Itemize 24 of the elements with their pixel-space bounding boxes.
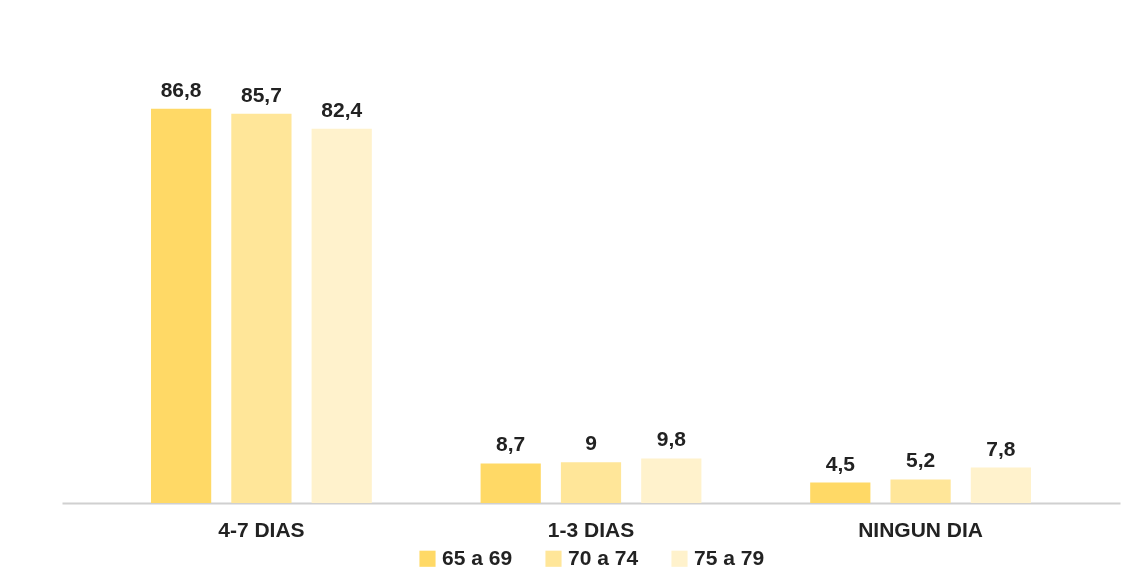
data-label: 9 [585,431,597,455]
data-label: 8,7 [496,432,526,456]
bar [480,463,541,503]
data-label: 86,8 [160,77,202,101]
x-tick-label: NINGUN DIA [858,517,984,541]
legend-label: 70 a 74 [568,545,639,569]
legend-label: 75 a 79 [694,545,765,569]
bar [970,467,1032,503]
bar [890,479,951,503]
x-tick-label: 1-3 DIAS [547,517,635,541]
data-label: 5,2 [905,448,936,472]
bar [560,462,622,503]
data-label: 7,8 [986,436,1016,460]
bar [150,108,212,503]
bar [311,128,372,503]
data-label: 82,4 [321,97,363,121]
bar [231,113,292,503]
data-label: 9,8 [656,427,687,451]
bar [641,458,702,503]
data-label: 4,5 [825,451,856,475]
legend-label: 65 a 69 [442,545,513,569]
bar [810,482,871,503]
x-tick-label: 4-7 DIAS [218,517,305,541]
data-label: 85,7 [240,82,282,106]
